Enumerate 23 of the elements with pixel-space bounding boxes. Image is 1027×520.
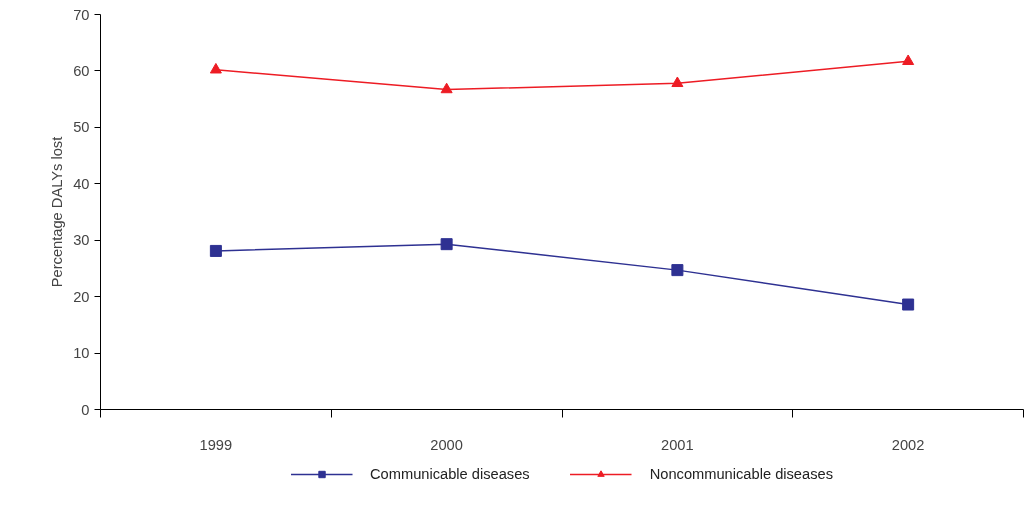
y-tick-label: 40 bbox=[73, 175, 90, 192]
point bbox=[671, 264, 684, 277]
point bbox=[209, 244, 222, 257]
point bbox=[671, 76, 684, 88]
x-tick-label: 2002 bbox=[891, 436, 925, 453]
y-axis-title: Percentage DALYs lost bbox=[49, 136, 66, 288]
point bbox=[440, 82, 453, 94]
y-tick-label: 20 bbox=[73, 288, 90, 305]
y-tick-label: 30 bbox=[73, 232, 90, 249]
point bbox=[902, 298, 915, 311]
x-tick-label: 1999 bbox=[199, 436, 233, 453]
y-tick-label: 0 bbox=[81, 401, 90, 418]
point bbox=[209, 62, 222, 74]
y-tick-label: 60 bbox=[73, 62, 90, 79]
point bbox=[902, 54, 915, 66]
legend-label: Noncommunicable diseases bbox=[649, 466, 833, 482]
y-tick-label: 10 bbox=[73, 345, 90, 362]
x-tick-label: 2001 bbox=[661, 436, 694, 453]
x-tick-label: 2000 bbox=[430, 436, 463, 453]
legend-label: Communicable diseases bbox=[370, 466, 530, 482]
y-tick-label: 50 bbox=[73, 119, 90, 136]
point bbox=[440, 238, 453, 251]
y-tick-label: 70 bbox=[73, 6, 90, 23]
